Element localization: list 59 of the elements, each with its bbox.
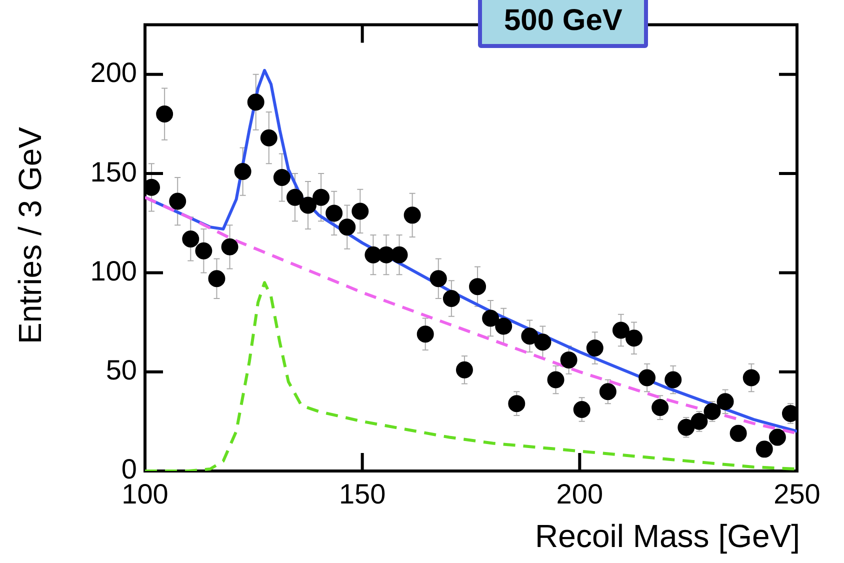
point	[234, 163, 252, 180]
point	[300, 196, 316, 214]
y-tick-label: 100	[90, 255, 137, 286]
y-tick-label: 200	[90, 57, 137, 88]
point	[573, 401, 590, 418]
point	[156, 106, 174, 123]
point	[652, 399, 669, 416]
x-tick-label: 150	[338, 478, 386, 510]
point	[338, 218, 356, 236]
point	[456, 361, 473, 378]
point	[286, 188, 304, 206]
point	[599, 383, 616, 400]
point	[182, 230, 200, 248]
point	[742, 369, 760, 386]
point	[716, 393, 734, 410]
point	[534, 334, 552, 351]
point	[586, 340, 604, 357]
point	[169, 192, 186, 210]
y-axis-title: Entries / 3 GeV	[12, 127, 48, 344]
point	[195, 242, 212, 260]
point	[612, 322, 630, 339]
point	[638, 369, 656, 386]
point	[312, 188, 330, 206]
point	[756, 440, 773, 458]
point	[508, 395, 526, 412]
point	[208, 270, 226, 288]
line-series	[145, 196, 797, 435]
point	[260, 129, 278, 146]
point	[626, 330, 642, 347]
point	[560, 351, 578, 368]
point	[521, 328, 538, 345]
point	[352, 202, 369, 220]
point	[690, 412, 708, 430]
point	[404, 206, 421, 224]
point	[482, 310, 500, 327]
point	[416, 326, 434, 343]
point	[430, 270, 447, 288]
point	[730, 424, 747, 442]
point	[469, 278, 486, 296]
line-series	[145, 281, 797, 471]
point	[442, 290, 460, 307]
point	[247, 94, 264, 111]
point	[704, 403, 721, 420]
y-tick-label: 50	[106, 354, 137, 386]
point	[678, 418, 695, 436]
x-axis-title: Recoil Mass [GeV]	[535, 518, 800, 555]
point	[273, 169, 290, 186]
y-tick-label: 0	[121, 454, 137, 485]
point	[390, 246, 408, 264]
point	[326, 204, 343, 222]
point	[495, 318, 512, 335]
x-tick-label: 200	[556, 478, 604, 510]
point	[768, 428, 786, 446]
point	[547, 371, 564, 388]
point	[664, 371, 682, 388]
x-tick-label: 250	[774, 478, 820, 510]
y-tick-label: 150	[90, 156, 137, 188]
point	[221, 238, 238, 256]
annotation: 500 GeV	[478, 0, 648, 48]
